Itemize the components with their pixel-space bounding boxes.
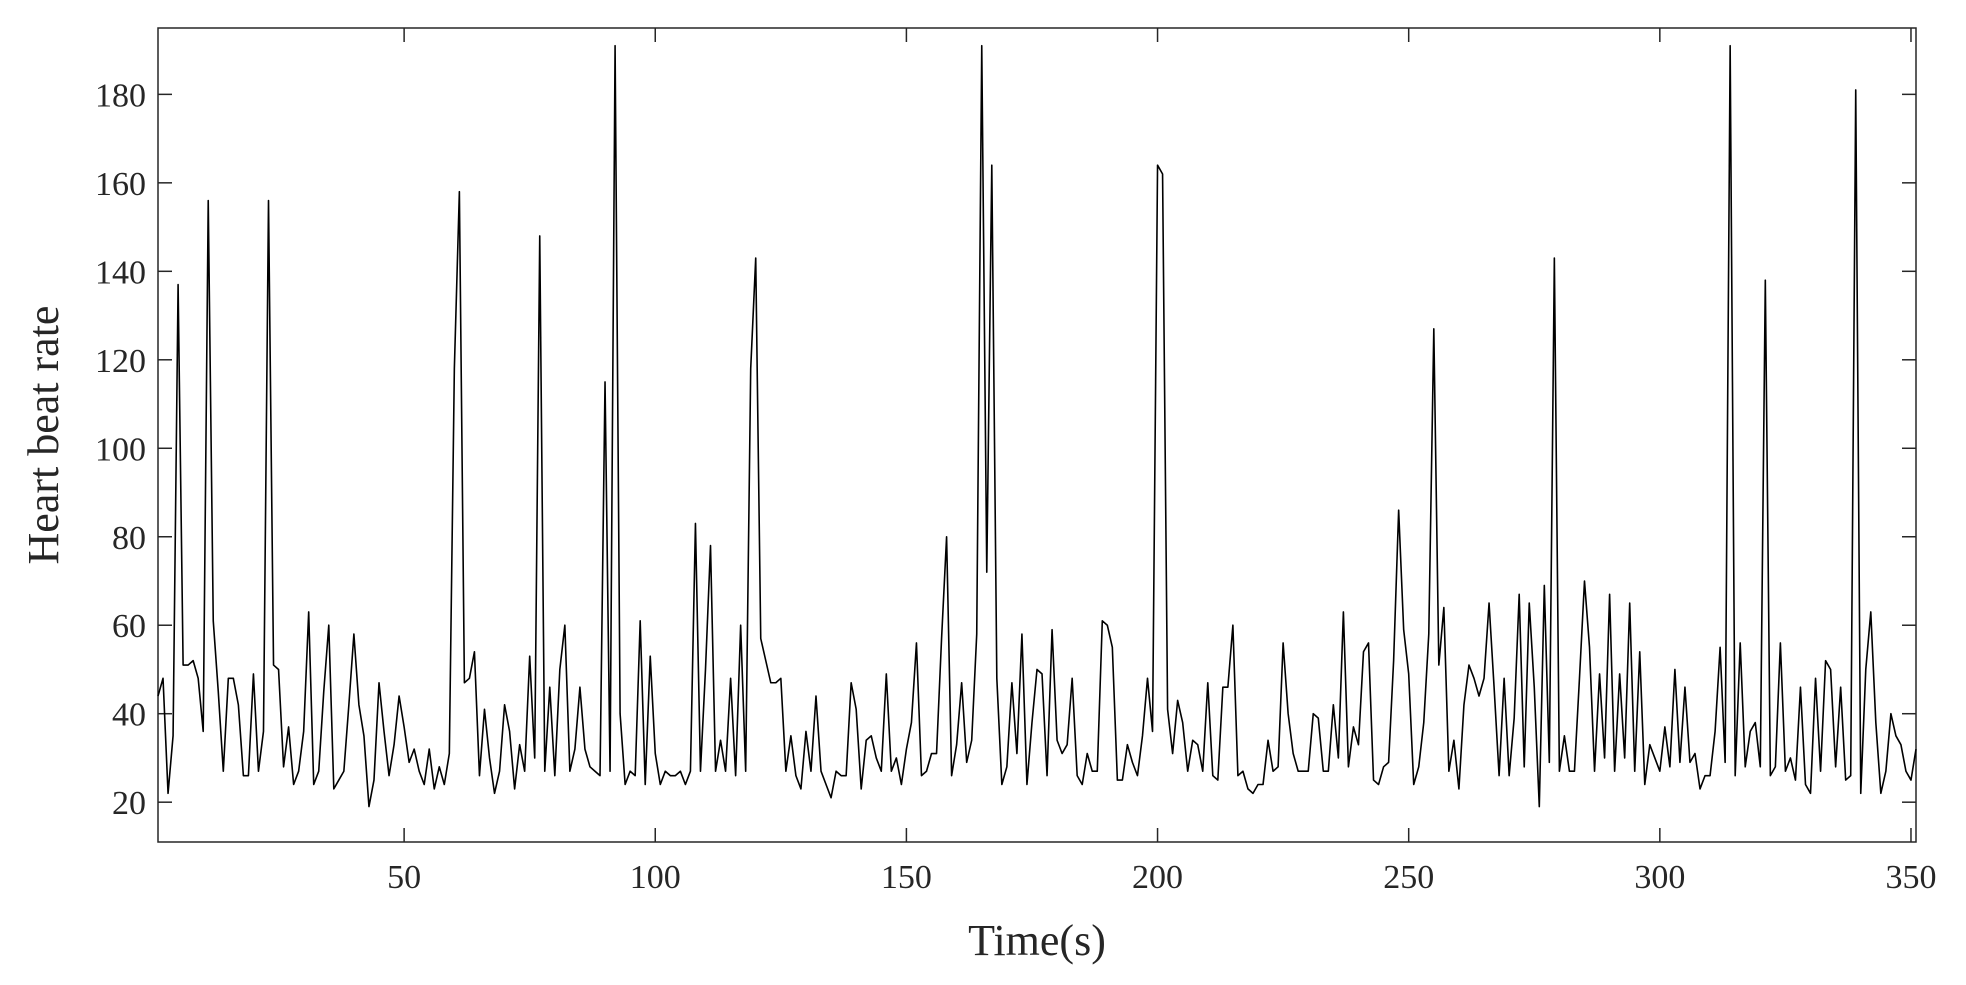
plot-frame [157, 27, 1917, 843]
y-tick-label: 80 [112, 520, 146, 557]
x-tick-label: 100 [630, 859, 681, 896]
y-tick-label: 60 [112, 608, 146, 645]
x-tick-label: 300 [1634, 859, 1685, 896]
y-tick-label: 20 [112, 785, 146, 822]
x-tick-label: 250 [1383, 859, 1434, 896]
y-tick-label: 40 [112, 697, 146, 734]
y-axis-label: Heart beat rate [19, 306, 68, 565]
y-tick-label: 140 [95, 254, 146, 291]
x-tick-label: 150 [881, 859, 932, 896]
x-tick-label: 200 [1132, 859, 1183, 896]
x-axis-label: Time(s) [968, 916, 1106, 965]
data-line [157, 44, 1917, 808]
y-tick-label: 120 [95, 343, 146, 380]
y-tick-label: 180 [95, 77, 146, 114]
x-tick-label: 350 [1885, 859, 1936, 896]
y-tick-label: 160 [95, 166, 146, 203]
y-tick-label: 100 [95, 431, 146, 468]
x-tick-label: 50 [387, 859, 421, 896]
